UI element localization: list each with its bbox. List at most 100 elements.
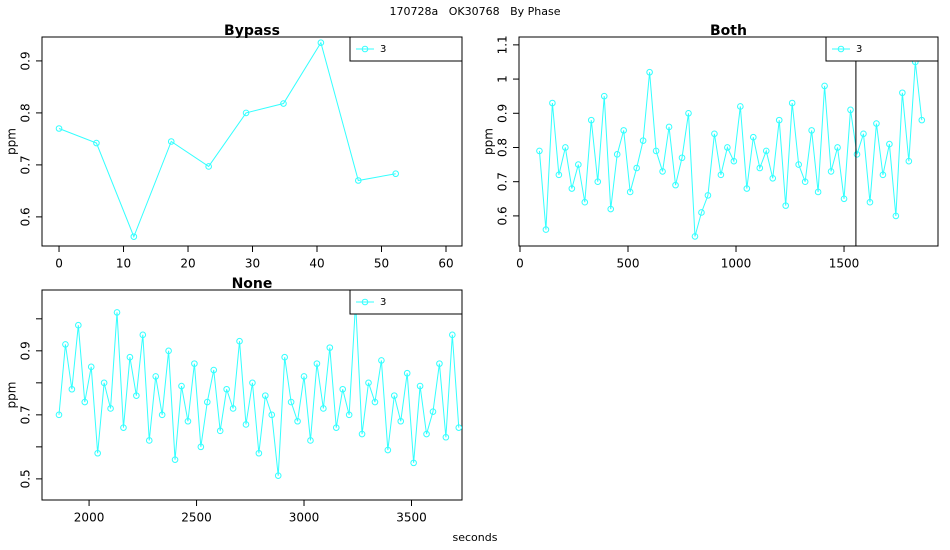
point (416, 382, 424, 390)
point (795, 161, 802, 168)
point (536, 147, 543, 155)
point (698, 209, 705, 216)
point (691, 233, 699, 240)
point (255, 449, 263, 457)
point (646, 68, 653, 76)
point (94, 449, 101, 457)
y-tick-label: 0.7 (19, 155, 33, 174)
x-axis-label: seconds (453, 531, 498, 544)
point (423, 430, 430, 438)
point (607, 205, 615, 213)
point (905, 157, 913, 165)
x-tick-label: 3500 (396, 511, 427, 525)
plot-frame (518, 36, 939, 247)
point (442, 433, 450, 441)
point (392, 170, 399, 178)
point (358, 430, 366, 438)
point (808, 127, 815, 134)
point (665, 123, 673, 131)
point (594, 178, 602, 185)
point (120, 424, 127, 431)
x-tick-label: 0 (55, 257, 63, 271)
point (730, 157, 738, 165)
point (87, 363, 95, 371)
point (834, 144, 841, 151)
point (436, 360, 443, 367)
figure-title: 170728a OK30768 By Phase (390, 5, 561, 18)
point (847, 106, 854, 114)
point (205, 163, 212, 170)
point (229, 405, 237, 412)
point (737, 103, 744, 110)
point (93, 139, 100, 147)
point (145, 437, 153, 444)
panel-title: Bypass (224, 23, 280, 39)
point (274, 472, 282, 479)
point (743, 185, 751, 192)
point (633, 164, 640, 172)
x-tick-label: 60 (438, 257, 453, 271)
point (568, 185, 576, 192)
point (203, 398, 211, 406)
point (236, 337, 243, 345)
plot-frame (41, 36, 463, 247)
point (410, 459, 417, 467)
point (320, 405, 327, 412)
point (107, 405, 114, 412)
point (55, 411, 63, 419)
y-tick-label: 1 (496, 75, 510, 83)
y-tick-label: 0.6 (496, 206, 510, 225)
point (788, 99, 796, 107)
point (775, 116, 783, 124)
series-line (58, 41, 396, 238)
point (384, 446, 392, 454)
point (587, 116, 595, 124)
point (886, 140, 893, 148)
point (378, 357, 385, 364)
point (555, 171, 563, 179)
point (892, 212, 900, 220)
legend-marker (361, 298, 369, 306)
series-line (58, 302, 460, 476)
legend-label: 3 (380, 297, 386, 308)
point (130, 233, 138, 240)
x-tick-label: 1500 (829, 257, 860, 271)
y-tick-label: 0.6 (19, 207, 33, 226)
y-axis-label: ppm (5, 128, 19, 155)
y-tick-label: 0.8 (496, 138, 510, 157)
y-tick-label: 0.9 (19, 51, 33, 70)
point (724, 144, 731, 151)
point (307, 437, 314, 444)
point (782, 202, 790, 209)
point (542, 226, 550, 233)
point (873, 120, 880, 127)
point (242, 109, 250, 117)
x-tick-label: 40 (309, 257, 324, 271)
point (62, 341, 69, 348)
point (397, 417, 405, 425)
point (167, 138, 175, 145)
point (339, 385, 347, 393)
y-tick-label: 0.5 (19, 469, 33, 488)
point (449, 331, 456, 339)
point (827, 168, 835, 175)
point (678, 154, 686, 162)
legend-label: 3 (856, 44, 862, 55)
point (158, 411, 166, 419)
point (268, 411, 276, 419)
point (685, 109, 692, 117)
point (152, 373, 160, 380)
point (75, 321, 82, 329)
point (133, 392, 140, 399)
point (575, 161, 582, 168)
point (171, 456, 179, 463)
point (197, 443, 205, 451)
legend-marker (361, 45, 369, 53)
point (81, 398, 89, 406)
point (711, 130, 718, 138)
point (549, 99, 556, 107)
y-tick-label: 0.8 (19, 103, 33, 122)
x-tick-label: 20 (180, 257, 195, 271)
point (317, 39, 325, 47)
